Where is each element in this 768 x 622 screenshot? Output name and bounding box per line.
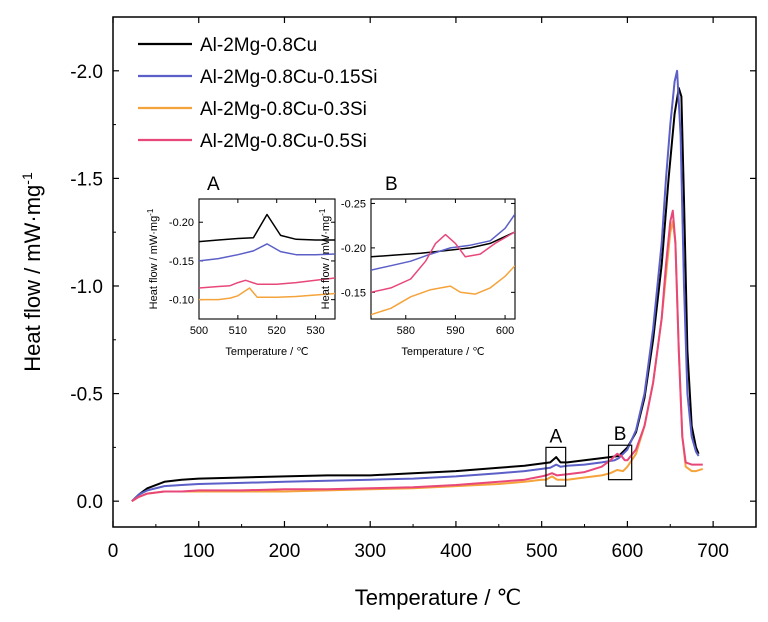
x-tick-label: 100 <box>183 541 215 562</box>
legend-label: Al-2Mg-0.8Cu-0.15Si <box>200 67 377 88</box>
inset-series-group <box>199 213 335 301</box>
x-tick-label: 200 <box>269 541 301 562</box>
x-tick-label: 0 <box>108 541 119 562</box>
inset-series-group <box>371 213 515 316</box>
main-ticks: 0 100 200 300 400 500 600 700 0.0 -0.5 -1.0 -1.5 -2.… <box>70 16 756 562</box>
inset-series-line <box>199 277 335 289</box>
inset-x-tick-label: 600 <box>496 325 514 337</box>
inset-series-line <box>371 231 515 258</box>
inset-series-line <box>371 265 515 316</box>
inset-a: A 500 510 520 530 -0.10 -0.15 -0.20 Temperature … <box>146 174 336 358</box>
inset-x-title: Temperature / ℃ <box>401 346 484 358</box>
x-tick-label: 700 <box>697 541 729 562</box>
inset-y-tick-label: -0.10 <box>169 295 194 307</box>
inset-b: B 580 590 600 -0.15 -0.20 -0.25 Temperature / ℃… <box>318 174 516 358</box>
inset-x-tick-label: 520 <box>268 325 286 337</box>
legend-label: Al-2Mg-0.8Cu-0.3Si <box>200 99 367 120</box>
inset-x-title: Temperature / ℃ <box>225 346 308 358</box>
inset-series-line <box>371 213 515 271</box>
zoom-box-letter: B <box>614 424 627 445</box>
plot-frame <box>112 16 757 528</box>
zoom-box <box>607 444 633 481</box>
inset-x-tick-label: 590 <box>446 325 464 337</box>
inset-y-tick-label: -0.20 <box>341 243 366 255</box>
y-tick-label: -1.0 <box>70 277 103 298</box>
y-axis-title-sup: -1 <box>19 172 35 185</box>
inset-series-line <box>371 231 515 294</box>
inset-y-title: Heat flow / mW·mg-1 <box>146 208 160 309</box>
inset-letter: B <box>385 174 398 195</box>
inset-series-line <box>199 213 335 243</box>
inset-series-line <box>199 287 335 301</box>
inset-y-tick-label: -0.15 <box>169 256 194 268</box>
x-tick-label: 600 <box>612 541 644 562</box>
inset-y-title: Heat flow / mW·mg-1 <box>318 208 332 309</box>
zoom-box <box>545 446 567 487</box>
inset-frame <box>370 198 516 320</box>
inset-x-tick-label: 530 <box>306 325 324 337</box>
y-tick-label: -0.5 <box>70 385 103 406</box>
x-tick-label: 500 <box>526 541 558 562</box>
y-axis-title: Heat flow / mW·mg-1 <box>19 172 45 372</box>
zoom-box-letter: A <box>549 426 562 447</box>
inset-y-tick-label: -0.25 <box>341 198 366 210</box>
y-tick-label: -1.5 <box>70 169 103 190</box>
series-line <box>131 209 703 503</box>
x-axis-title: Temperature / ℃ <box>355 585 522 610</box>
inset-series-line <box>199 243 335 262</box>
inset-y-tick-label: -0.20 <box>169 217 194 229</box>
inset-y-title-main: Heat flow / mW·mg <box>320 216 332 310</box>
x-tick-label: 400 <box>440 541 472 562</box>
inset-y-tick-label: -0.15 <box>341 287 366 299</box>
inset-x-tick-label: 500 <box>190 325 208 337</box>
inset-x-tick-label: 510 <box>229 325 247 337</box>
inset-letter: A <box>207 174 220 195</box>
inset-x-tick-label: 580 <box>397 325 415 337</box>
series-line <box>131 87 700 502</box>
inset-y-title-main: Heat flow / mW·mg <box>148 216 160 310</box>
inset-y-title-sup: -1 <box>318 208 327 216</box>
legend: Al-2Mg-0.8Cu Al-2Mg-0.8Cu-0.15Si Al-2Mg-0.… <box>138 35 377 152</box>
legend-label: Al-2Mg-0.8Cu <box>200 35 317 56</box>
inset-y-title-sup: -1 <box>146 208 155 216</box>
y-axis-title-main: Heat flow / mW·mg <box>20 185 45 372</box>
main-series-group <box>131 69 704 503</box>
y-tick-label: -2.0 <box>70 62 103 83</box>
y-tick-label: 0.0 <box>77 492 103 513</box>
x-tick-label: 300 <box>354 541 386 562</box>
legend-label: Al-2Mg-0.8Cu-0.5Si <box>200 131 367 152</box>
series-line <box>131 69 700 502</box>
